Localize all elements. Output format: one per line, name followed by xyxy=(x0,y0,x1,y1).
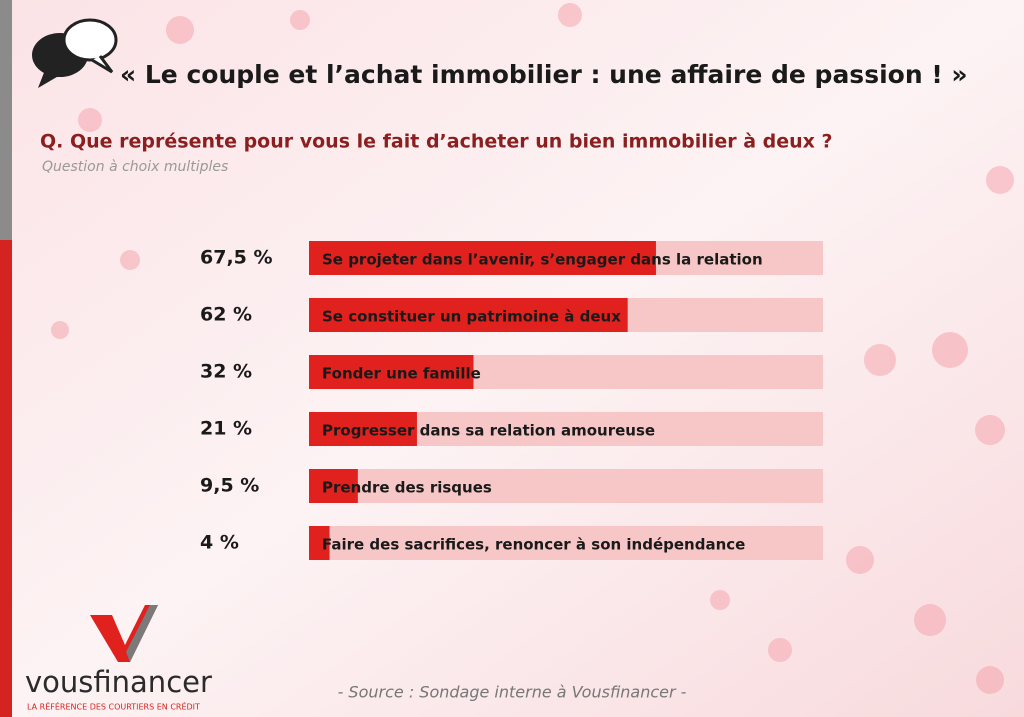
header-title: « Le couple et l’achat immobilier : une … xyxy=(120,60,968,89)
side-stripe-red xyxy=(0,240,12,717)
value-label: 32 % xyxy=(200,361,252,383)
question-subtitle: Question à choix multiples xyxy=(42,159,228,175)
category-label: Prendre des risques xyxy=(322,479,492,497)
bar xyxy=(309,469,358,503)
category-label: Fonder une famille xyxy=(322,365,481,383)
value-label: 4 % xyxy=(200,532,239,554)
value-label: 67,5 % xyxy=(200,247,273,269)
brand: vousfinancer xyxy=(25,665,212,699)
category-label: Se projeter dans l’avenir, s’engager dan… xyxy=(322,251,763,269)
bar xyxy=(309,241,656,275)
value-label: 21 % xyxy=(200,418,252,440)
category-label: Faire des sacrifices, renoncer à son ind… xyxy=(322,536,745,554)
value-label: 9,5 % xyxy=(200,475,259,497)
bar xyxy=(309,298,628,332)
category-label: Progresser dans sa relation amoureuse xyxy=(322,422,655,440)
value-label: 62 % xyxy=(200,304,252,326)
category-label: Se constituer un patrimoine à deux xyxy=(322,308,621,326)
source: - Source : Sondage interne à Vousfinance… xyxy=(338,683,687,702)
hearts xyxy=(51,3,1014,694)
bar xyxy=(309,355,474,389)
logo xyxy=(90,605,158,662)
bar xyxy=(309,526,330,560)
bar-track xyxy=(309,469,823,503)
question: Q. Que représente pour vous le fait d’ac… xyxy=(40,131,833,153)
bar-track xyxy=(309,526,823,560)
bar xyxy=(309,412,417,446)
tagline: LA RÉFÉRENCE DES COURTIERS EN CRÉDIT xyxy=(27,701,200,712)
speech-icon xyxy=(32,18,118,88)
